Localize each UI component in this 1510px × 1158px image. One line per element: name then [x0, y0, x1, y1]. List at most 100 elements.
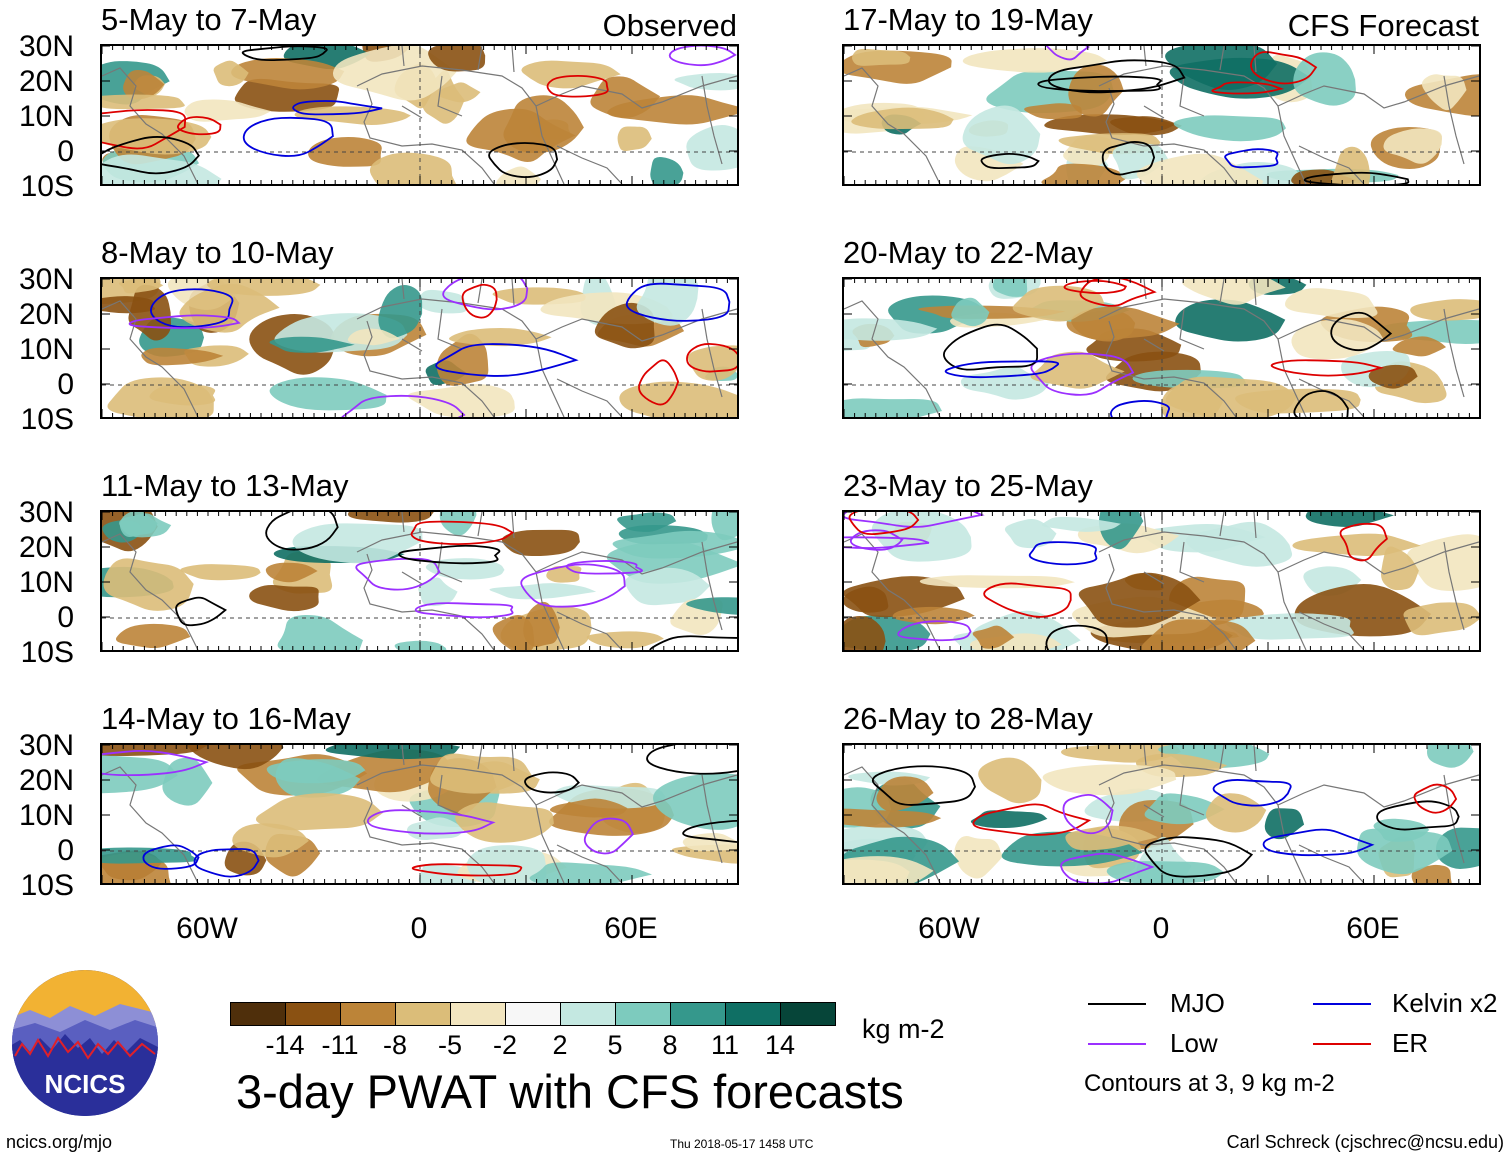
- wave-contour: [583, 817, 634, 855]
- lat-label-r3-0: 30N: [18, 496, 74, 529]
- pwat-anomaly-patch: [141, 347, 224, 366]
- wave-contour: [150, 288, 234, 329]
- map-panel-3: [100, 510, 739, 652]
- pwat-anomaly-patch: [348, 512, 434, 523]
- footer-url[interactable]: ncics.org/mjo: [6, 1132, 113, 1152]
- wave-contour: [1028, 541, 1098, 566]
- lon-label-60e-left: 60E: [604, 912, 658, 945]
- pwat-anomaly-patch: [1044, 114, 1177, 136]
- pwat-anomaly-patch: [686, 125, 737, 171]
- wave-contour: [102, 136, 200, 175]
- wave-contour: [1212, 779, 1292, 807]
- coastline: [535, 75, 737, 109]
- pwat-anomaly-patch: [1041, 163, 1128, 184]
- pwat-anomaly-patch: [972, 625, 1015, 649]
- wave-contour: [1293, 390, 1349, 417]
- pwat-anomaly-patch: [992, 279, 1028, 297]
- pwat-map-3: [102, 512, 737, 650]
- pwat-anomaly-patch: [394, 640, 447, 650]
- pwat-anomaly-patch: [1436, 827, 1479, 869]
- wave-contour: [241, 46, 328, 61]
- pwat-anomaly-patch: [1426, 745, 1474, 768]
- pwat-anomaly-patch: [844, 856, 934, 883]
- pwat-anomaly-patch: [428, 46, 486, 72]
- wave-contour: [1062, 793, 1114, 835]
- lat-label-r3-2: 10N: [18, 566, 74, 599]
- pwat-anomaly-patch: [102, 94, 185, 110]
- coastline: [1443, 541, 1465, 631]
- pwat-anomaly-patch: [1406, 534, 1479, 591]
- colorbar-tick: 5: [607, 1030, 623, 1060]
- coastline: [844, 300, 941, 417]
- pwat-anomaly-patch: [1305, 512, 1394, 527]
- panel-title-6: 20-May to 22-May: [843, 235, 1093, 270]
- pwat-anomaly-patch: [844, 586, 889, 613]
- map-panel-5: [842, 44, 1481, 186]
- pwat-anomaly-patch: [102, 754, 178, 794]
- pwat-anomaly-patch: [369, 152, 457, 184]
- pwat-map-2: [102, 279, 737, 417]
- wave-contour: [1224, 148, 1279, 169]
- pwat-anomaly-patch: [438, 82, 481, 103]
- pwat-map-7: [844, 512, 1479, 650]
- coastline: [1105, 320, 1237, 417]
- pwat-anomaly-patch: [844, 398, 942, 417]
- pwat-anomaly-patch: [1071, 306, 1180, 340]
- wave-contour: [1211, 81, 1285, 95]
- wave-contour: [871, 765, 976, 806]
- pwat-anomaly-patch: [430, 753, 532, 794]
- coastline: [102, 533, 199, 650]
- pwat-anomaly-patch: [119, 512, 158, 538]
- colorbar-swatch: [230, 1002, 286, 1026]
- pwat-anomaly-patch: [265, 562, 318, 583]
- wave-contour: [686, 343, 737, 373]
- lat-label-r4-1: 20N: [18, 764, 74, 797]
- pwat-anomaly-patch: [1368, 364, 1418, 389]
- wave-contour: [410, 520, 515, 546]
- wave-contour: [1250, 51, 1318, 85]
- pwat-anomaly-patch: [232, 823, 309, 858]
- pwat-anomaly-patch: [1136, 153, 1264, 184]
- ncics-logo: NCICS: [12, 970, 158, 1116]
- pwat-anomaly-patch: [851, 107, 954, 130]
- pwat-anomaly-patch: [892, 606, 975, 625]
- pwat-anomaly-patch: [455, 802, 554, 843]
- wave-contour: [980, 153, 1040, 170]
- panel-title-5: 17-May to 19-May: [843, 2, 1093, 37]
- pwat-anomaly-patch: [954, 836, 1003, 879]
- wave-contour: [1413, 783, 1458, 814]
- pwat-anomaly-patch: [123, 69, 165, 100]
- wave-contour: [844, 536, 930, 549]
- wave-contour: [649, 635, 737, 650]
- wave-contour: [142, 844, 200, 870]
- wave-contour: [1339, 522, 1388, 562]
- pwat-anomaly-patch: [213, 60, 249, 87]
- wave-contour: [341, 394, 466, 417]
- pwat-anomaly-patch: [275, 758, 361, 798]
- pwat-anomaly-patch: [102, 154, 222, 184]
- wave-contour: [565, 560, 643, 575]
- timestamp: Thu 2018-05-17 1458 UTC: [670, 1137, 814, 1151]
- coastline: [1277, 541, 1479, 575]
- pwat-anomaly-patch: [1175, 299, 1286, 342]
- colorbar-swatch: [670, 1002, 726, 1026]
- panel-title-4: 14-May to 16-May: [101, 701, 351, 736]
- lat-label-r2-2: 10N: [18, 333, 74, 366]
- coastline: [701, 541, 723, 631]
- pwat-anomaly-patch: [118, 279, 164, 294]
- wave-contour: [1079, 279, 1157, 307]
- coastline: [363, 87, 495, 184]
- coastline: [1277, 308, 1479, 342]
- pwat-anomaly-patch: [277, 614, 363, 650]
- pwat-anomaly-patch: [269, 336, 355, 353]
- pwat-anomaly-patch: [186, 745, 284, 770]
- lat-label-r1-1: 20N: [18, 65, 74, 98]
- pwat-anomaly-patch: [619, 381, 737, 417]
- pwat-anomaly-patch: [149, 384, 216, 406]
- pwat-anomaly-patch: [325, 745, 461, 760]
- wave-contour: [411, 863, 523, 877]
- coastline: [356, 298, 565, 417]
- pwat-anomaly-patch: [1169, 57, 1311, 99]
- pwat-anomaly-patch: [496, 166, 542, 184]
- wave-contour: [435, 343, 579, 377]
